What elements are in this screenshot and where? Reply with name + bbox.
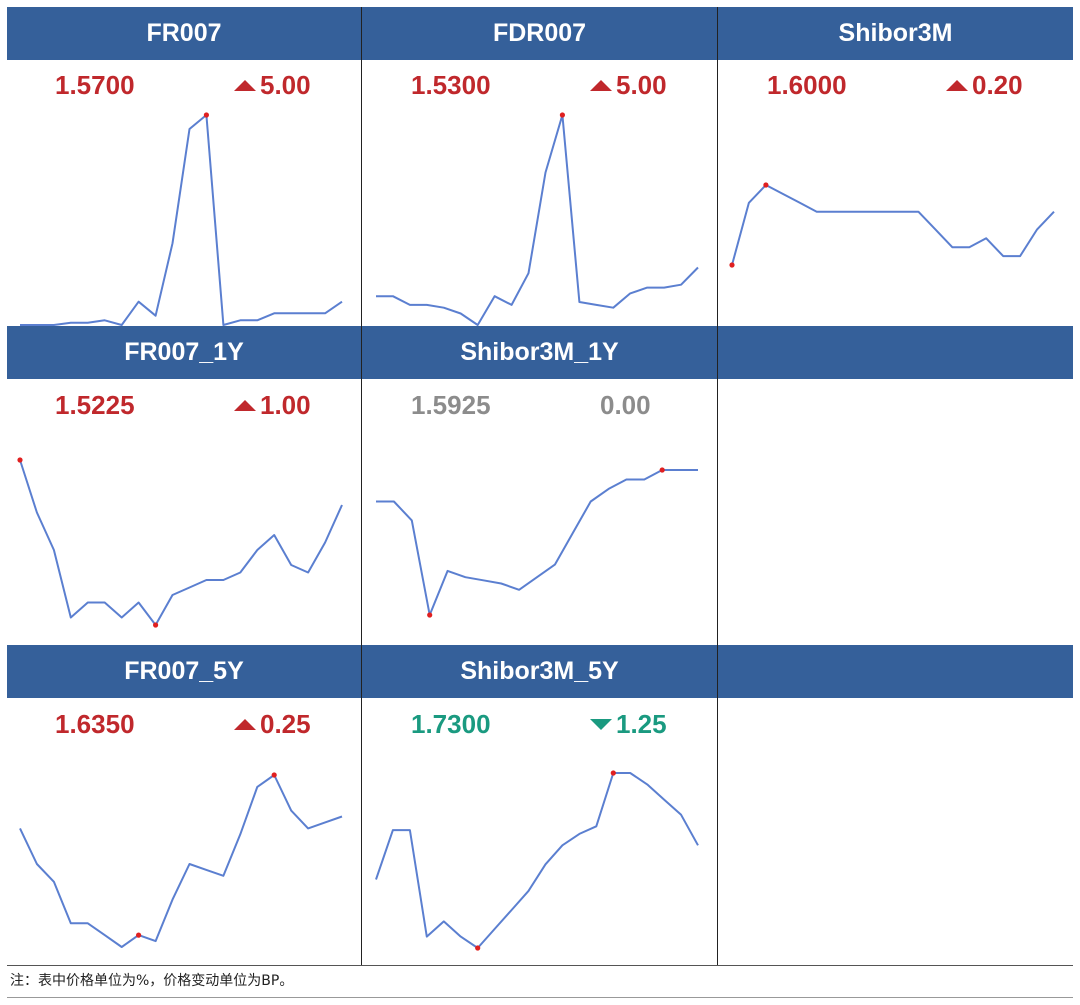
change-value: 1.25 bbox=[616, 709, 667, 739]
series-line bbox=[376, 469, 698, 616]
change-value: 5.00 bbox=[616, 70, 667, 100]
change-fdr007: 5.00 bbox=[590, 70, 667, 100]
panel-header-shibor3m-1y: Shibor3M_1Y bbox=[362, 326, 717, 379]
series-line bbox=[375, 772, 699, 949]
change-value: 0.20 bbox=[972, 70, 1023, 100]
up-arrow-icon bbox=[946, 79, 968, 91]
change-shibor3m-5y: 1.25 bbox=[590, 709, 667, 739]
extreme-point-marker bbox=[559, 112, 565, 118]
extreme-point-marker bbox=[17, 457, 23, 463]
extreme-point-marker bbox=[763, 182, 769, 188]
series-line bbox=[19, 774, 343, 948]
panel-header-fdr007: FDR007 bbox=[362, 7, 717, 60]
extreme-point-marker bbox=[271, 772, 277, 778]
down-arrow-icon bbox=[590, 718, 612, 730]
footnote: 注：表中价格单位为%，价格变动单位为BP。 bbox=[10, 973, 294, 989]
value-fdr007: 1.5300 bbox=[411, 70, 491, 100]
extreme-point-marker bbox=[427, 612, 433, 618]
value-shibor3m-1y: 1.5925 bbox=[411, 390, 491, 420]
value-fr007: 1.5700 bbox=[55, 70, 135, 100]
sparkline-fdr007 bbox=[376, 112, 699, 326]
series-line bbox=[376, 114, 699, 326]
panel-header-fr007-5y: FR007_5Y bbox=[7, 645, 361, 698]
panel-header-fr007: FR007 bbox=[7, 7, 361, 60]
change-fr007-1y: 1.00 bbox=[234, 390, 311, 420]
up-arrow-icon bbox=[234, 79, 256, 91]
value-fr007-5y: 1.6350 bbox=[55, 709, 135, 739]
footnote-bottom-border bbox=[7, 997, 1073, 998]
series-line bbox=[19, 459, 343, 626]
extreme-point-marker bbox=[475, 945, 481, 951]
panel-header-fr007-1y: FR007_1Y bbox=[7, 326, 361, 379]
change-shibor3m: 0.20 bbox=[946, 70, 1023, 100]
sparkline-shibor3m-5y bbox=[375, 770, 699, 951]
extreme-point-marker bbox=[610, 770, 616, 776]
table-bottom-border bbox=[7, 965, 1073, 966]
column-divider-1 bbox=[361, 7, 362, 965]
series-line bbox=[731, 184, 1055, 266]
panel-header-empty-row3 bbox=[718, 645, 1073, 698]
up-arrow-icon bbox=[234, 399, 256, 411]
value-shibor3m: 1.6000 bbox=[767, 70, 847, 100]
extreme-point-marker bbox=[136, 932, 142, 938]
panel-header-empty-row2 bbox=[718, 326, 1073, 379]
sparkline-fr007-1y bbox=[17, 457, 343, 628]
sparkline-fr007-5y bbox=[19, 772, 343, 948]
change-value: 5.00 bbox=[260, 70, 311, 100]
extreme-point-marker bbox=[729, 262, 735, 268]
series-line bbox=[20, 114, 343, 326]
extreme-point-marker bbox=[203, 112, 209, 118]
column-divider-2 bbox=[717, 7, 718, 965]
panel-header-shibor3m-5y: Shibor3M_5Y bbox=[362, 645, 717, 698]
change-fr007-5y: 0.25 bbox=[234, 709, 311, 739]
change-value: 0.00 bbox=[600, 390, 651, 420]
change-fr007: 5.00 bbox=[234, 70, 311, 100]
sparkline-fr007 bbox=[20, 112, 343, 326]
value-shibor3m-5y: 1.7300 bbox=[411, 709, 491, 739]
change-value: 1.00 bbox=[260, 390, 311, 420]
extreme-point-marker bbox=[659, 467, 665, 473]
sparkline-shibor3m-1y bbox=[376, 467, 698, 618]
panel-header-shibor3m: Shibor3M bbox=[718, 7, 1073, 60]
up-arrow-icon bbox=[590, 79, 612, 91]
change-value: 0.25 bbox=[260, 709, 311, 739]
value-fr007-1y: 1.5225 bbox=[55, 390, 135, 420]
change-shibor3m-1y: 0.00 bbox=[600, 390, 651, 420]
up-arrow-icon bbox=[234, 718, 256, 730]
sparkline-shibor3m bbox=[729, 182, 1055, 268]
extreme-point-marker bbox=[153, 622, 159, 628]
